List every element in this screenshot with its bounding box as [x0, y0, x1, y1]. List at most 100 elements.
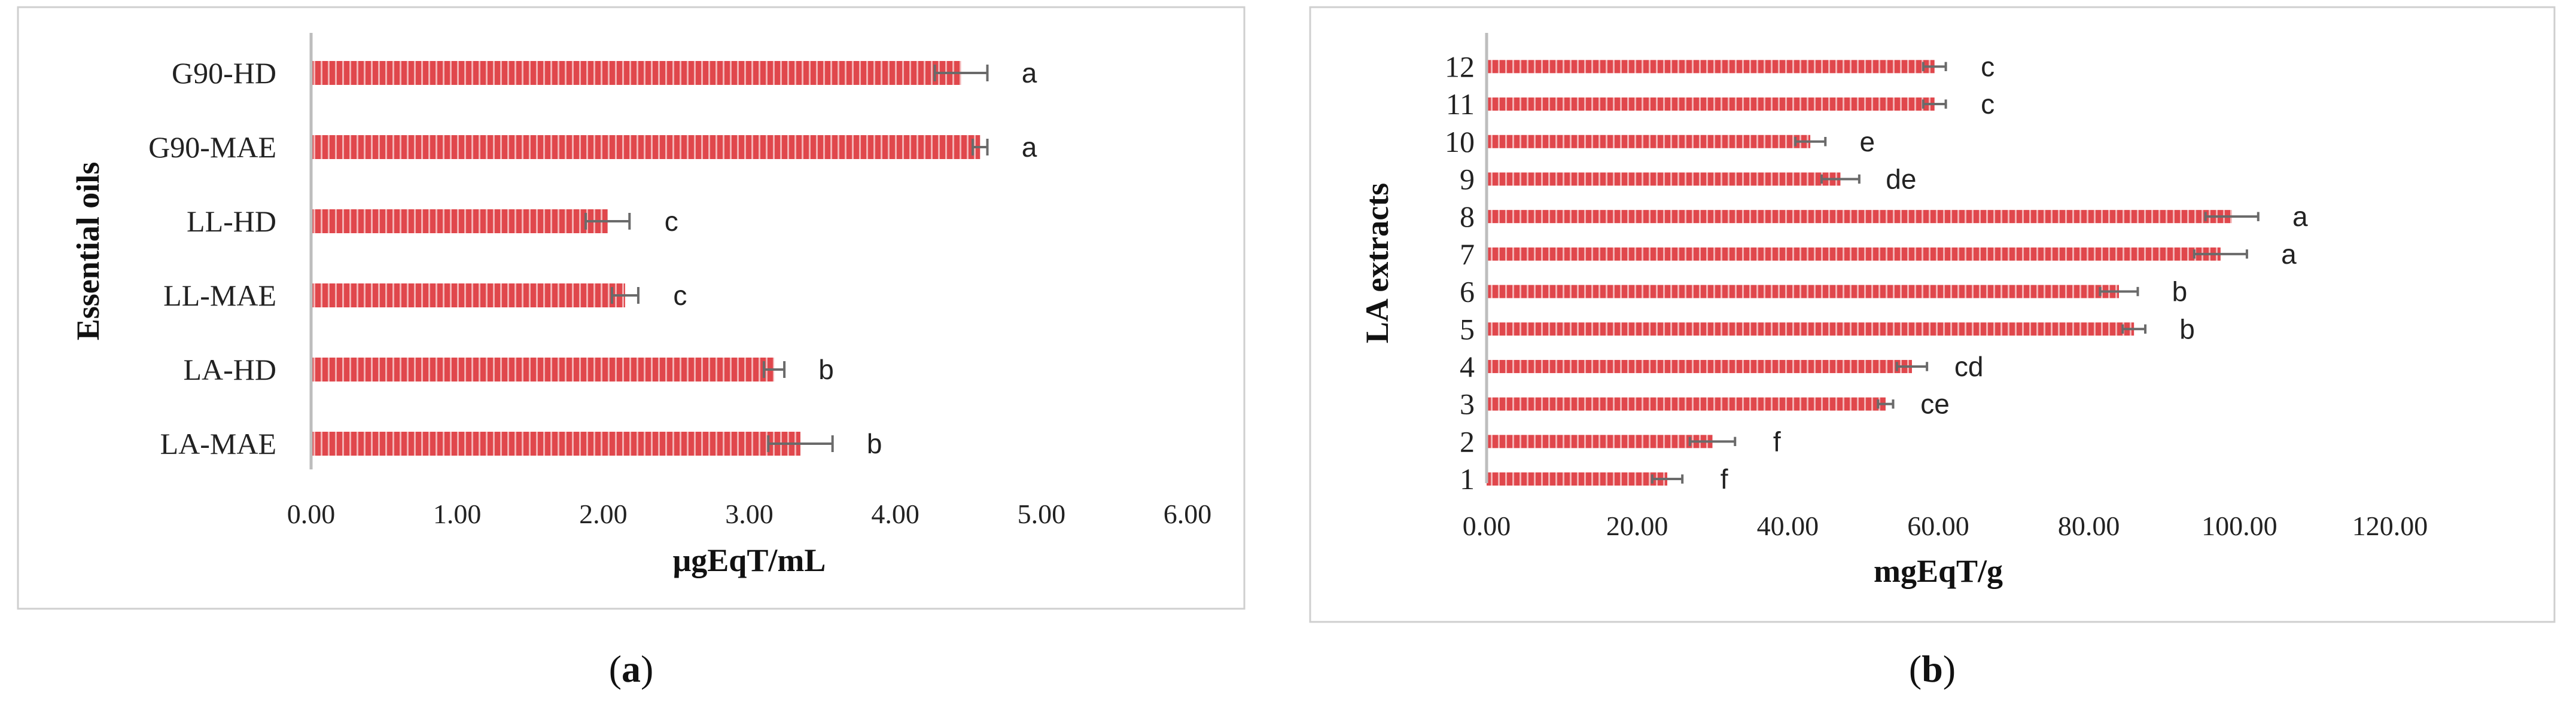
error-bar: [584, 213, 631, 230]
category-label: G90-MAE: [148, 130, 276, 164]
significance-letter: de: [1886, 163, 1916, 194]
category-label: 4: [1460, 350, 1475, 383]
significance-letter: a: [1022, 57, 1037, 88]
bar: [1487, 359, 1912, 373]
category-label: 9: [1460, 162, 1475, 196]
x-tick-label: 120.00: [2352, 511, 2428, 541]
bar: [311, 61, 961, 85]
significance-letter: b: [818, 354, 834, 385]
x-tick-label: 5.00: [1018, 499, 1066, 529]
category-label: LL-MAE: [163, 279, 276, 312]
chart-frame: [17, 6, 1246, 610]
bar: [311, 358, 775, 382]
x-tick-label: 2.00: [579, 499, 628, 529]
bar: [1487, 210, 2232, 224]
error-bar: [933, 65, 989, 81]
category-label: 6: [1460, 275, 1475, 309]
y-axis-title: LA extracts: [1359, 183, 1395, 343]
error-bar: [1651, 474, 1684, 484]
category-label: LL-HD: [187, 205, 276, 238]
x-tick-label: 40.00: [1757, 511, 1819, 541]
chart-panel-b: c 12 c 11 e 10 de 9 a 8 a 7 b 6 b 5 cd 4 ce 3 f 2 f 1 0.00 20.00 4…: [1309, 6, 2556, 690]
panel-label-close: ): [1943, 648, 1956, 690]
error-bar: [1922, 62, 1947, 72]
error-bar: [767, 435, 834, 452]
chart-panel-a: a G90-HD a G90-MAE c LL-HD c LL-MAE b LA-HD b LA-MA…: [17, 6, 1246, 690]
significance-letter: e: [1859, 126, 1875, 157]
significance-letter: f: [1721, 463, 1728, 495]
bar: [1487, 285, 2119, 298]
error-bar: [2121, 324, 2147, 334]
x-tick-label: 3.00: [725, 499, 774, 529]
error-bar: [762, 361, 786, 378]
error-bar: [2099, 286, 2139, 297]
x-tick-label: 6.00: [1164, 499, 1212, 529]
significance-letter: ce: [1920, 389, 1950, 420]
category-label: 11: [1446, 87, 1475, 121]
significance-letter: c: [665, 206, 678, 237]
error-bar: [2193, 249, 2248, 259]
error-bar: [972, 139, 989, 155]
bar: [311, 135, 981, 159]
category-label: 5: [1460, 312, 1475, 346]
significance-letter: c: [673, 280, 687, 311]
significance-letter: c: [1981, 51, 1995, 82]
panel-label: (a): [609, 648, 654, 690]
significance-letter: a: [2281, 239, 2297, 270]
category-label: 1: [1460, 462, 1475, 496]
bar: [1487, 60, 1935, 74]
x-axis-title: mgEqT/g: [1874, 553, 2003, 589]
x-tick-label: 1.00: [433, 499, 482, 529]
bar: [1487, 472, 1667, 486]
panel-label-close: ): [641, 648, 653, 690]
panel-label-letter: b: [1922, 648, 1943, 690]
significance-letter: b: [867, 428, 882, 459]
error-bar: [610, 287, 640, 304]
category-label: G90-HD: [172, 56, 276, 90]
error-bar: [1877, 399, 1895, 409]
significance-letter: a: [1022, 132, 1037, 163]
x-tick-label: 0.00: [1463, 511, 1511, 541]
panel-label-open: (: [609, 648, 622, 690]
category-label: 2: [1460, 425, 1475, 458]
category-label: 8: [1460, 200, 1475, 233]
x-tick-label: 0.00: [287, 499, 336, 529]
x-axis-title: μgEqT/mL: [673, 542, 826, 578]
error-bar: [1688, 437, 1737, 447]
panel-label-letter: a: [622, 648, 641, 690]
significance-letter: f: [1773, 426, 1781, 457]
category-label: LA-MAE: [160, 427, 276, 460]
significance-letter: a: [2292, 201, 2308, 232]
bar: [1487, 397, 1886, 411]
category-label: 10: [1445, 125, 1475, 158]
error-bar: [1895, 362, 1929, 371]
panel-label-open: (: [1909, 648, 1922, 690]
bar: [1487, 322, 2135, 336]
category-label: 7: [1460, 237, 1475, 271]
panel-label: (b): [1909, 648, 1956, 690]
significance-letter: b: [2179, 313, 2195, 344]
bar: [1487, 135, 1811, 148]
bar: [311, 209, 608, 233]
y-axis-title: Essential oils: [70, 162, 106, 341]
significance-letter: c: [1981, 88, 1995, 120]
bar: [311, 432, 800, 456]
bar: [1487, 97, 1935, 111]
error-bar: [2204, 212, 2260, 221]
category-label: 12: [1445, 50, 1475, 83]
x-tick-label: 100.00: [2202, 511, 2277, 541]
category-label: 3: [1460, 387, 1475, 421]
x-tick-label: 4.00: [871, 499, 919, 529]
significance-letter: cd: [1954, 351, 1984, 382]
error-bar: [1794, 137, 1827, 147]
bar: [1487, 172, 1841, 186]
significance-letter: b: [2172, 276, 2188, 307]
category-label: LA-HD: [183, 353, 276, 386]
bar: [311, 283, 625, 307]
error-bar: [1820, 174, 1861, 184]
x-tick-label: 60.00: [1907, 511, 1969, 541]
x-tick-label: 20.00: [1606, 511, 1668, 541]
error-bar: [1922, 99, 1947, 109]
bar: [1487, 247, 2221, 261]
